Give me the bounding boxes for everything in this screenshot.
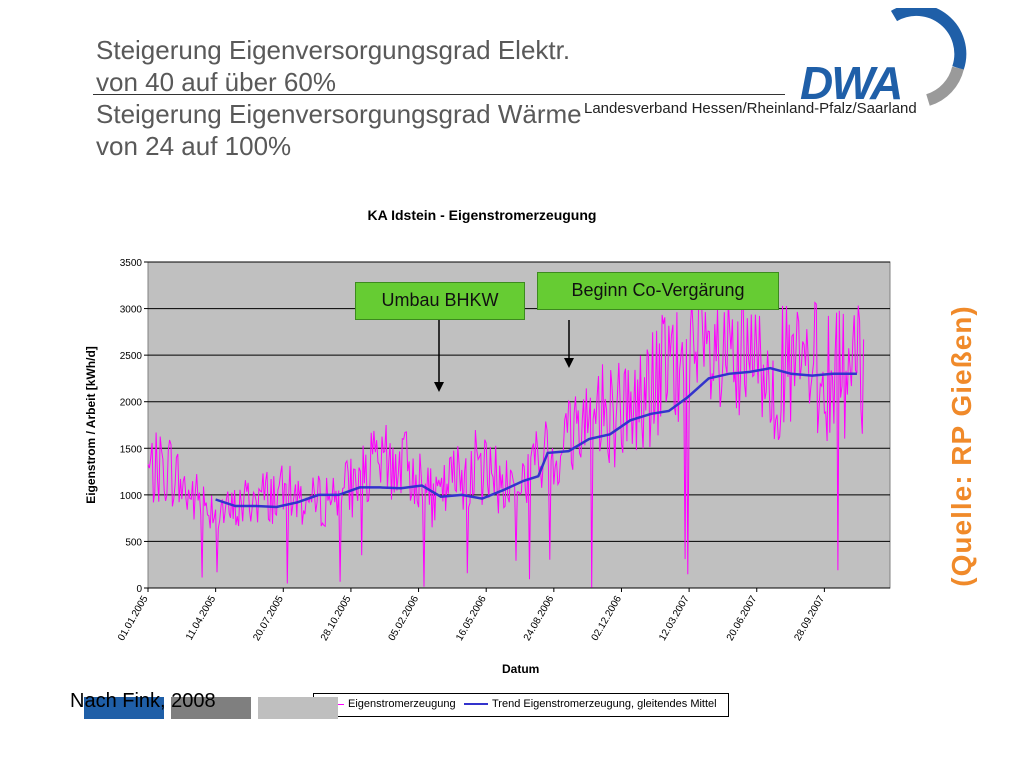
- chart-legend: Eigenstromerzeugung Trend Eigenstromerze…: [313, 693, 729, 717]
- footer-bar-gray: [171, 697, 251, 719]
- x-tick-label: 02.12.2006: [590, 594, 625, 643]
- title-line-2: von 40 auf über 60%: [96, 67, 336, 97]
- y-tick-label: 2000: [120, 398, 143, 409]
- legend-label-trend: Trend Eigenstromerzeugung, gleitendes Mi…: [492, 698, 717, 710]
- x-tick-label: 05.02.2006: [387, 594, 422, 643]
- legend-label-eigenstrom: Eigenstromerzeugung: [348, 698, 456, 710]
- y-tick-label: 3000: [120, 305, 143, 316]
- x-tick-label: 28.10.2005: [319, 594, 354, 643]
- x-tick-label: 20.06.2007: [725, 594, 760, 643]
- x-tick-label: 12.03.2007: [657, 594, 692, 643]
- source-note: (Quelle: RP Gießen): [946, 305, 977, 587]
- annotation-arrowhead-umbau: [434, 382, 444, 392]
- title-line-3: Steigerung Eigenversorgungsgrad Wärme: [96, 99, 582, 129]
- y-tick-label: 2500: [120, 351, 143, 362]
- y-axis-label: Eigenstrom / Arbeit [kWh/d]: [84, 346, 98, 504]
- y-tick-label: 0: [136, 584, 142, 595]
- y-tick-label: 1000: [120, 491, 143, 502]
- title-divider: [93, 94, 785, 95]
- x-tick-label: 20.07.2005: [251, 594, 286, 643]
- x-tick-label: 24.08.2006: [522, 594, 557, 643]
- logo-text: DWA: [800, 57, 903, 109]
- x-tick-label: 11.04.2005: [184, 594, 218, 643]
- annotation-umbau-bhkw: Umbau BHKW: [355, 282, 525, 320]
- x-tick-label: 16.05.2006: [454, 594, 489, 643]
- chart-title: KA Idstein - Eigenstromerzeugung: [367, 207, 597, 223]
- footer-bar-blue: [84, 697, 164, 719]
- slide-title: Steigerung Eigenversorgungsgrad Elektr. …: [96, 34, 816, 162]
- y-tick-label: 1500: [120, 444, 143, 455]
- series-eigenstromerzeugung: [147, 294, 865, 588]
- annotation-arrowhead-co: [564, 358, 574, 368]
- dwa-logo-icon: [890, 8, 967, 106]
- title-line-4: von 24 auf 100%: [96, 131, 292, 161]
- title-line-1: Steigerung Eigenversorgungsgrad Elektr.: [96, 35, 571, 65]
- y-tick-label: 3500: [120, 258, 143, 269]
- legend-swatch-trend: [464, 703, 488, 705]
- series-trend: [215, 366, 857, 509]
- credit-text: Nach Fink, 2008: [70, 690, 216, 712]
- y-tick-label: 500: [125, 537, 142, 548]
- annotation-co-vergaerung: Beginn Co-Vergärung: [537, 272, 779, 310]
- organization-subtitle: Landesverband Hessen/Rheinland-Pfalz/Saa…: [584, 100, 917, 117]
- footer-bar-light: [258, 697, 338, 719]
- x-tick-label: 01.01.2005: [116, 594, 151, 643]
- x-tick-label: 28.09.2007: [792, 594, 827, 643]
- x-axis-label: Datum: [502, 662, 540, 676]
